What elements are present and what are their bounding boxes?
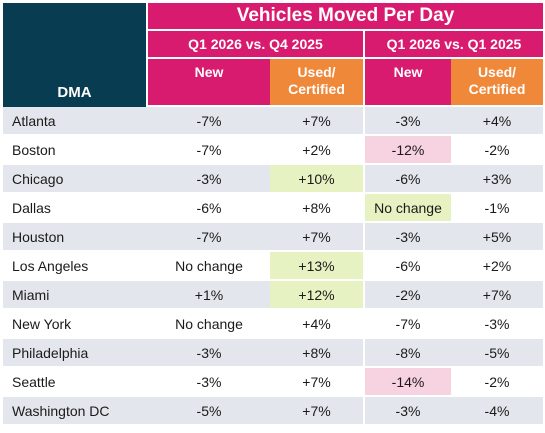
period-header-q1: Q1 2026 vs. Q1 2025: [365, 31, 543, 59]
dma-cell: Seattle: [3, 368, 148, 397]
table-row: Miami +1% +12% -2% +7%: [3, 281, 543, 310]
value-cell: +8%: [270, 194, 365, 223]
value-cell: -2%: [451, 136, 543, 165]
dma-cell: Philadelphia: [3, 339, 148, 368]
subheader-used-2-line2: Certified: [468, 81, 526, 97]
value-cell: +8%: [270, 339, 365, 368]
subheader-used-2: Used/Certified: [451, 59, 543, 107]
table-title: Vehicles Moved Per Day: [148, 3, 543, 31]
subheader-new-2: New: [365, 59, 451, 107]
value-cell: -7%: [148, 223, 270, 252]
value-cell: +7%: [270, 107, 365, 136]
dma-cell: Washington DC: [3, 397, 148, 426]
dma-cell: Houston: [3, 223, 148, 252]
value-cell: -3%: [148, 368, 270, 397]
table-row: Los Angeles No change +13% -6% +2%: [3, 252, 543, 281]
table-row: Houston -7% +7% -3% +5%: [3, 223, 543, 252]
value-cell: -3%: [148, 339, 270, 368]
dma-cell: Atlanta: [3, 107, 148, 136]
subheader-used-1: Used/Certified: [270, 59, 365, 107]
value-cell: -2%: [365, 281, 451, 310]
value-cell: -6%: [365, 252, 451, 281]
value-cell: -3%: [148, 165, 270, 194]
value-cell-highlighted: +13%: [270, 252, 365, 281]
dma-cell: Dallas: [3, 194, 148, 223]
value-cell-highlighted: +10%: [270, 165, 365, 194]
value-cell: +2%: [451, 252, 543, 281]
value-cell-highlighted: -14%: [365, 368, 451, 397]
period-header-q4: Q1 2026 vs. Q4 2025: [148, 31, 365, 59]
dma-cell: Chicago: [3, 165, 148, 194]
value-cell: -7%: [365, 310, 451, 339]
value-cell: -3%: [365, 107, 451, 136]
vehicles-moved-table: DMA Vehicles Moved Per Day Q1 2026 vs. Q…: [3, 3, 543, 426]
value-cell: -3%: [365, 223, 451, 252]
value-cell: +7%: [270, 368, 365, 397]
value-cell: -2%: [451, 368, 543, 397]
value-cell: No change: [148, 310, 270, 339]
value-cell: No change: [148, 252, 270, 281]
value-cell: +2%: [270, 136, 365, 165]
table-row: Chicago -3% +10% -6% +3%: [3, 165, 543, 194]
table-row: Boston -7% +2% -12% -2%: [3, 136, 543, 165]
table-row: Atlanta -7% +7% -3% +4%: [3, 107, 543, 136]
value-cell: -3%: [365, 397, 451, 426]
table-row: Washington DC -5% +7% -3% -4%: [3, 397, 543, 426]
value-cell: -7%: [148, 107, 270, 136]
value-cell: -4%: [451, 397, 543, 426]
dma-cell: Boston: [3, 136, 148, 165]
value-cell-highlighted: No change: [365, 194, 451, 223]
table-row: Seattle -3% +7% -14% -2%: [3, 368, 543, 397]
value-cell-highlighted: +12%: [270, 281, 365, 310]
value-cell: -7%: [148, 136, 270, 165]
table-row: New York No change +4% -7% -3%: [3, 310, 543, 339]
value-cell: +4%: [451, 107, 543, 136]
value-cell: -5%: [451, 339, 543, 368]
subheader-used-2-line1: Used/: [477, 64, 517, 80]
value-cell: +4%: [270, 310, 365, 339]
value-cell-highlighted: -12%: [365, 136, 451, 165]
value-cell: -5%: [148, 397, 270, 426]
value-cell: -1%: [451, 194, 543, 223]
dma-cell: New York: [3, 310, 148, 339]
value-cell: -6%: [148, 194, 270, 223]
value-cell: +7%: [270, 223, 365, 252]
table-row: Dallas -6% +8% No change -1%: [3, 194, 543, 223]
value-cell: +3%: [451, 165, 543, 194]
dma-header: DMA: [3, 3, 148, 107]
subheader-new-1: New: [148, 59, 270, 107]
dma-cell: Los Angeles: [3, 252, 148, 281]
dma-cell: Miami: [3, 281, 148, 310]
subheader-used-1-line1: Used/: [297, 64, 336, 80]
value-cell: +7%: [451, 281, 543, 310]
value-cell: +7%: [270, 397, 365, 426]
table-row: Philadelphia -3% +8% -8% -5%: [3, 339, 543, 368]
value-cell: -3%: [451, 310, 543, 339]
value-cell: -6%: [365, 165, 451, 194]
subheader-used-1-line2: Certified: [288, 81, 345, 97]
value-cell: +5%: [451, 223, 543, 252]
value-cell: +1%: [148, 281, 270, 310]
value-cell: -8%: [365, 339, 451, 368]
